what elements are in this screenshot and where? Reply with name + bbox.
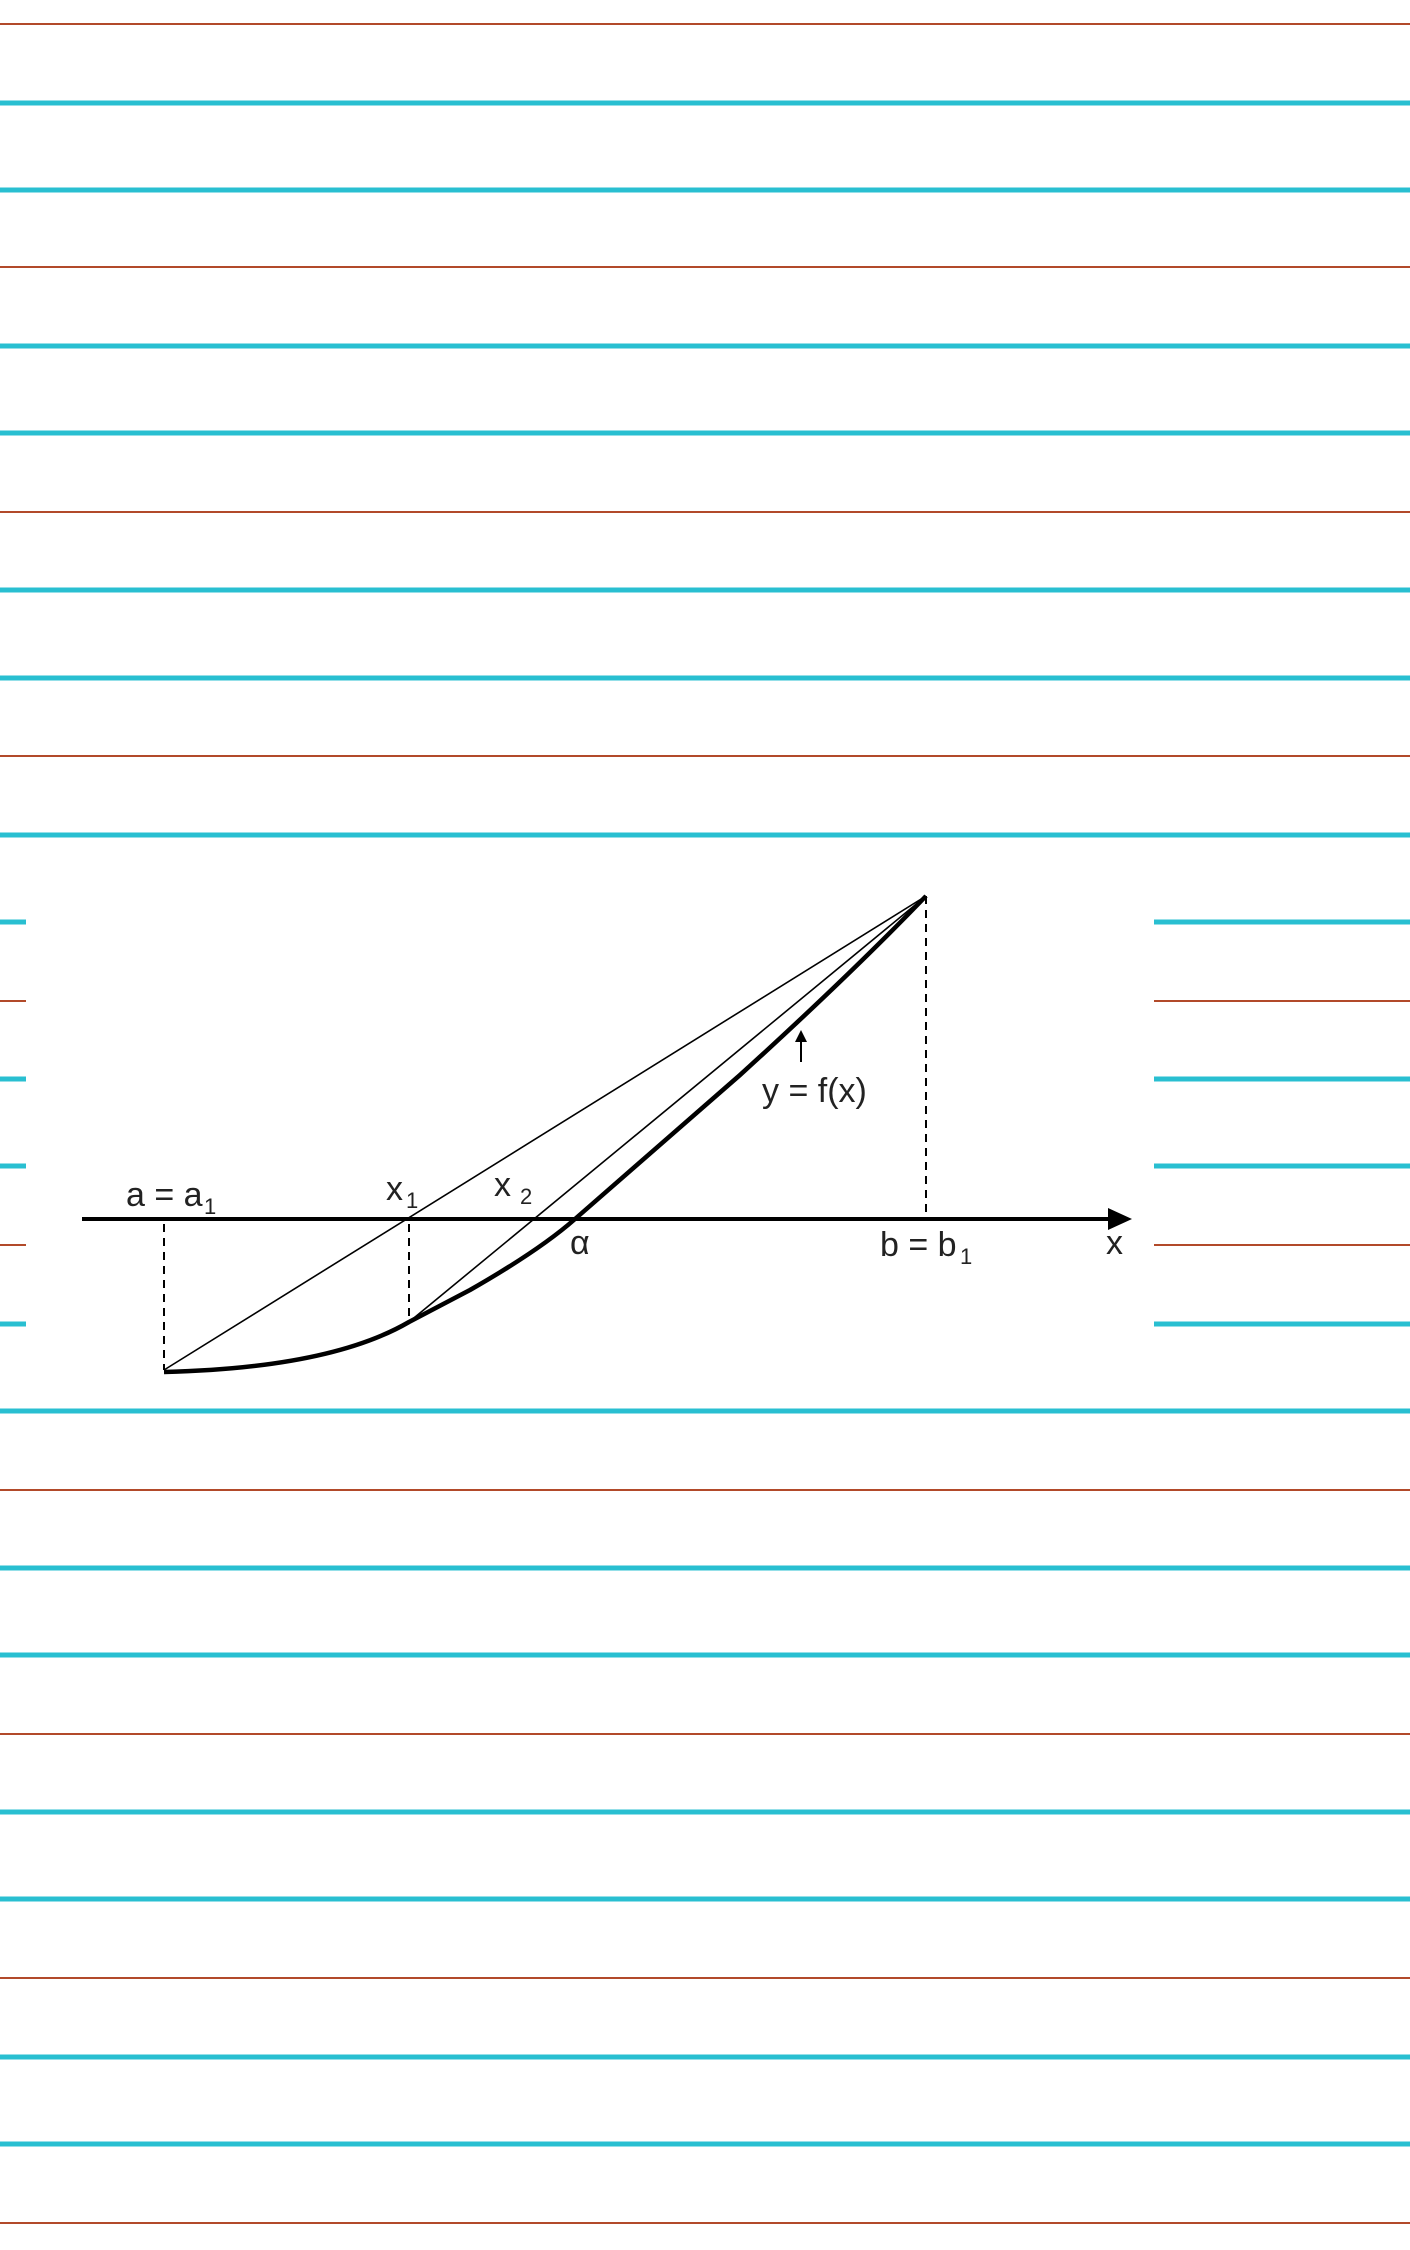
- false-position-diagram: a = a 1 x 1 x 2 α b = b 1 x y = f(x): [36, 866, 1154, 1376]
- label-b-eq-b1-subscript: 1: [960, 1244, 972, 1269]
- ruled-lines-bottom: [0, 1408, 1410, 2224]
- diagram-background: [36, 866, 1154, 1376]
- label-x1-subscript: 1: [406, 1188, 418, 1213]
- label-x2: x: [494, 1166, 511, 1204]
- chord-x1-b: [408, 895, 927, 1323]
- label-a-eq-a1: a = a: [126, 1176, 203, 1214]
- label-a-eq-a1-subscript: 1: [204, 1194, 216, 1219]
- ruled-lines-top: [0, 23, 1410, 838]
- label-x1: x: [386, 1170, 403, 1208]
- ruled-lines-left-stubs: [0, 919, 26, 1327]
- label-x-axis: x: [1106, 1224, 1123, 1262]
- ruled-lines-right-stubs: [1154, 919, 1410, 1327]
- function-curve: [163, 894, 928, 1375]
- label-x2-subscript: 2: [520, 1184, 532, 1209]
- label-b-eq-b1: b = b: [880, 1226, 957, 1264]
- label-curve: y = f(x): [762, 1072, 867, 1110]
- chord-a-b: [163, 895, 927, 1371]
- curve-pointer-arrowhead: [795, 1030, 807, 1042]
- x-axis-arrowhead: [1108, 1208, 1132, 1230]
- label-alpha: α: [570, 1224, 590, 1262]
